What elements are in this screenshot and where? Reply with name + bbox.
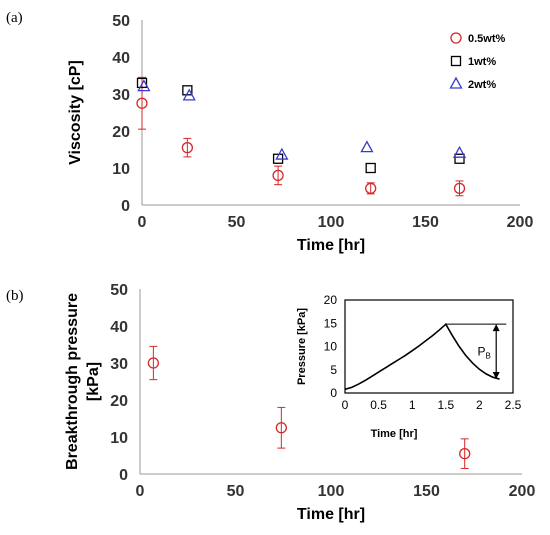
data-point — [137, 79, 151, 92]
legend-marker — [449, 76, 463, 89]
x-tick-label: 200 — [509, 483, 536, 500]
data-point — [365, 162, 376, 174]
data-point — [275, 422, 287, 434]
inset-y-tick-label: 0 — [330, 386, 337, 400]
series-1wt% — [136, 77, 465, 174]
y-tick-label: 50 — [110, 282, 128, 299]
data-point — [454, 153, 465, 164]
data-point — [182, 88, 196, 101]
x-axis-label: Time [hr] — [297, 237, 365, 254]
inset-frame — [344, 299, 514, 394]
legend-marker — [450, 32, 462, 44]
viscosity-chart: 0 50 100 150 200 0 10 20 30 40 50 Time [hr] Viscosit… — [67, 13, 533, 254]
inset-x-tick-label: 2.5 — [505, 398, 522, 412]
y-tick-label: 10 — [112, 161, 130, 178]
series-0 — [147, 345, 471, 469]
data-point — [459, 447, 471, 460]
data-point — [136, 97, 148, 109]
y-tick-label: 50 — [112, 13, 130, 30]
y-tick-label: 40 — [112, 50, 130, 67]
y-tick-label: 30 — [110, 356, 128, 373]
legend-label: 2wt% — [468, 79, 496, 91]
inset-y-tick-label: 15 — [324, 316, 338, 330]
data-point — [360, 140, 374, 153]
legend-marker — [450, 55, 462, 67]
inset-y-tick-label: 10 — [324, 340, 338, 354]
pb-annotation: PB — [478, 345, 491, 361]
y-tick-label: 20 — [112, 124, 130, 141]
data-point — [182, 85, 193, 96]
pressure-curve — [344, 322, 500, 391]
y-tick-label: 0 — [119, 467, 128, 484]
x-axis-label: Time [hr] — [297, 506, 365, 523]
data-point — [275, 147, 289, 160]
x-tick-label: 100 — [318, 483, 345, 500]
x-tick-label: 0 — [138, 214, 147, 231]
y-tick-label: 10 — [110, 430, 128, 447]
x-tick-label: 50 — [227, 483, 245, 500]
pb-arrow-head-down — [492, 372, 500, 380]
pb-arrow-head-up — [492, 324, 500, 332]
panel-label-a: (a) — [6, 10, 23, 26]
data-point — [272, 169, 284, 182]
legend-label: 1wt% — [468, 56, 496, 68]
panel-label-b: (b) — [6, 288, 24, 304]
series-0.5wt% — [136, 76, 466, 197]
y-tick-label: 30 — [112, 87, 130, 104]
data-point — [147, 357, 160, 369]
data-point — [453, 182, 466, 195]
y-tick-label: 40 — [110, 319, 128, 336]
y-tick-label: 20 — [110, 393, 128, 410]
data-point — [136, 77, 148, 89]
x-tick-label: 200 — [507, 214, 534, 231]
x-tick-label: 0 — [136, 483, 145, 500]
data-point — [452, 145, 467, 158]
x-tick-label: 150 — [413, 483, 440, 500]
legend-label: 0.5wt% — [468, 33, 506, 45]
inset-x-tick-label: 0 — [342, 398, 349, 412]
y-tick-label: 0 — [121, 198, 130, 215]
legend: 0.5wt% 1wt% 2wt% — [449, 32, 506, 91]
y-axis-label: Viscosity [cP] — [67, 60, 84, 165]
x-tick-label: 100 — [318, 214, 345, 231]
data-point — [365, 182, 377, 195]
inset-x-axis-label: Time [hr] — [371, 428, 418, 440]
inset-x-tick-label: 0.5 — [370, 398, 387, 412]
inset-y-tick-label: 5 — [330, 363, 337, 377]
inset-x-tick-label: 2 — [476, 398, 483, 412]
inset-x-tick-label: 1 — [409, 398, 416, 412]
x-tick-label: 150 — [412, 214, 439, 231]
inset-y-axis-label: Pressure [kPa] — [296, 308, 308, 385]
pressure-inset-chart: 0 0.5 1 1.5 2 2.5 0 5 10 15 20 Time [hr] Pressure [k… — [296, 293, 522, 440]
series-2wt% — [137, 79, 467, 160]
y-axis-label-unit: [kPa] — [85, 362, 102, 401]
inset-y-tick-label: 20 — [324, 293, 338, 307]
x-tick-label: 50 — [228, 214, 246, 231]
inset-x-tick-label: 1.5 — [437, 398, 454, 412]
y-axis-label: Breakthrough pressure — [64, 293, 81, 470]
data-point — [181, 141, 194, 154]
